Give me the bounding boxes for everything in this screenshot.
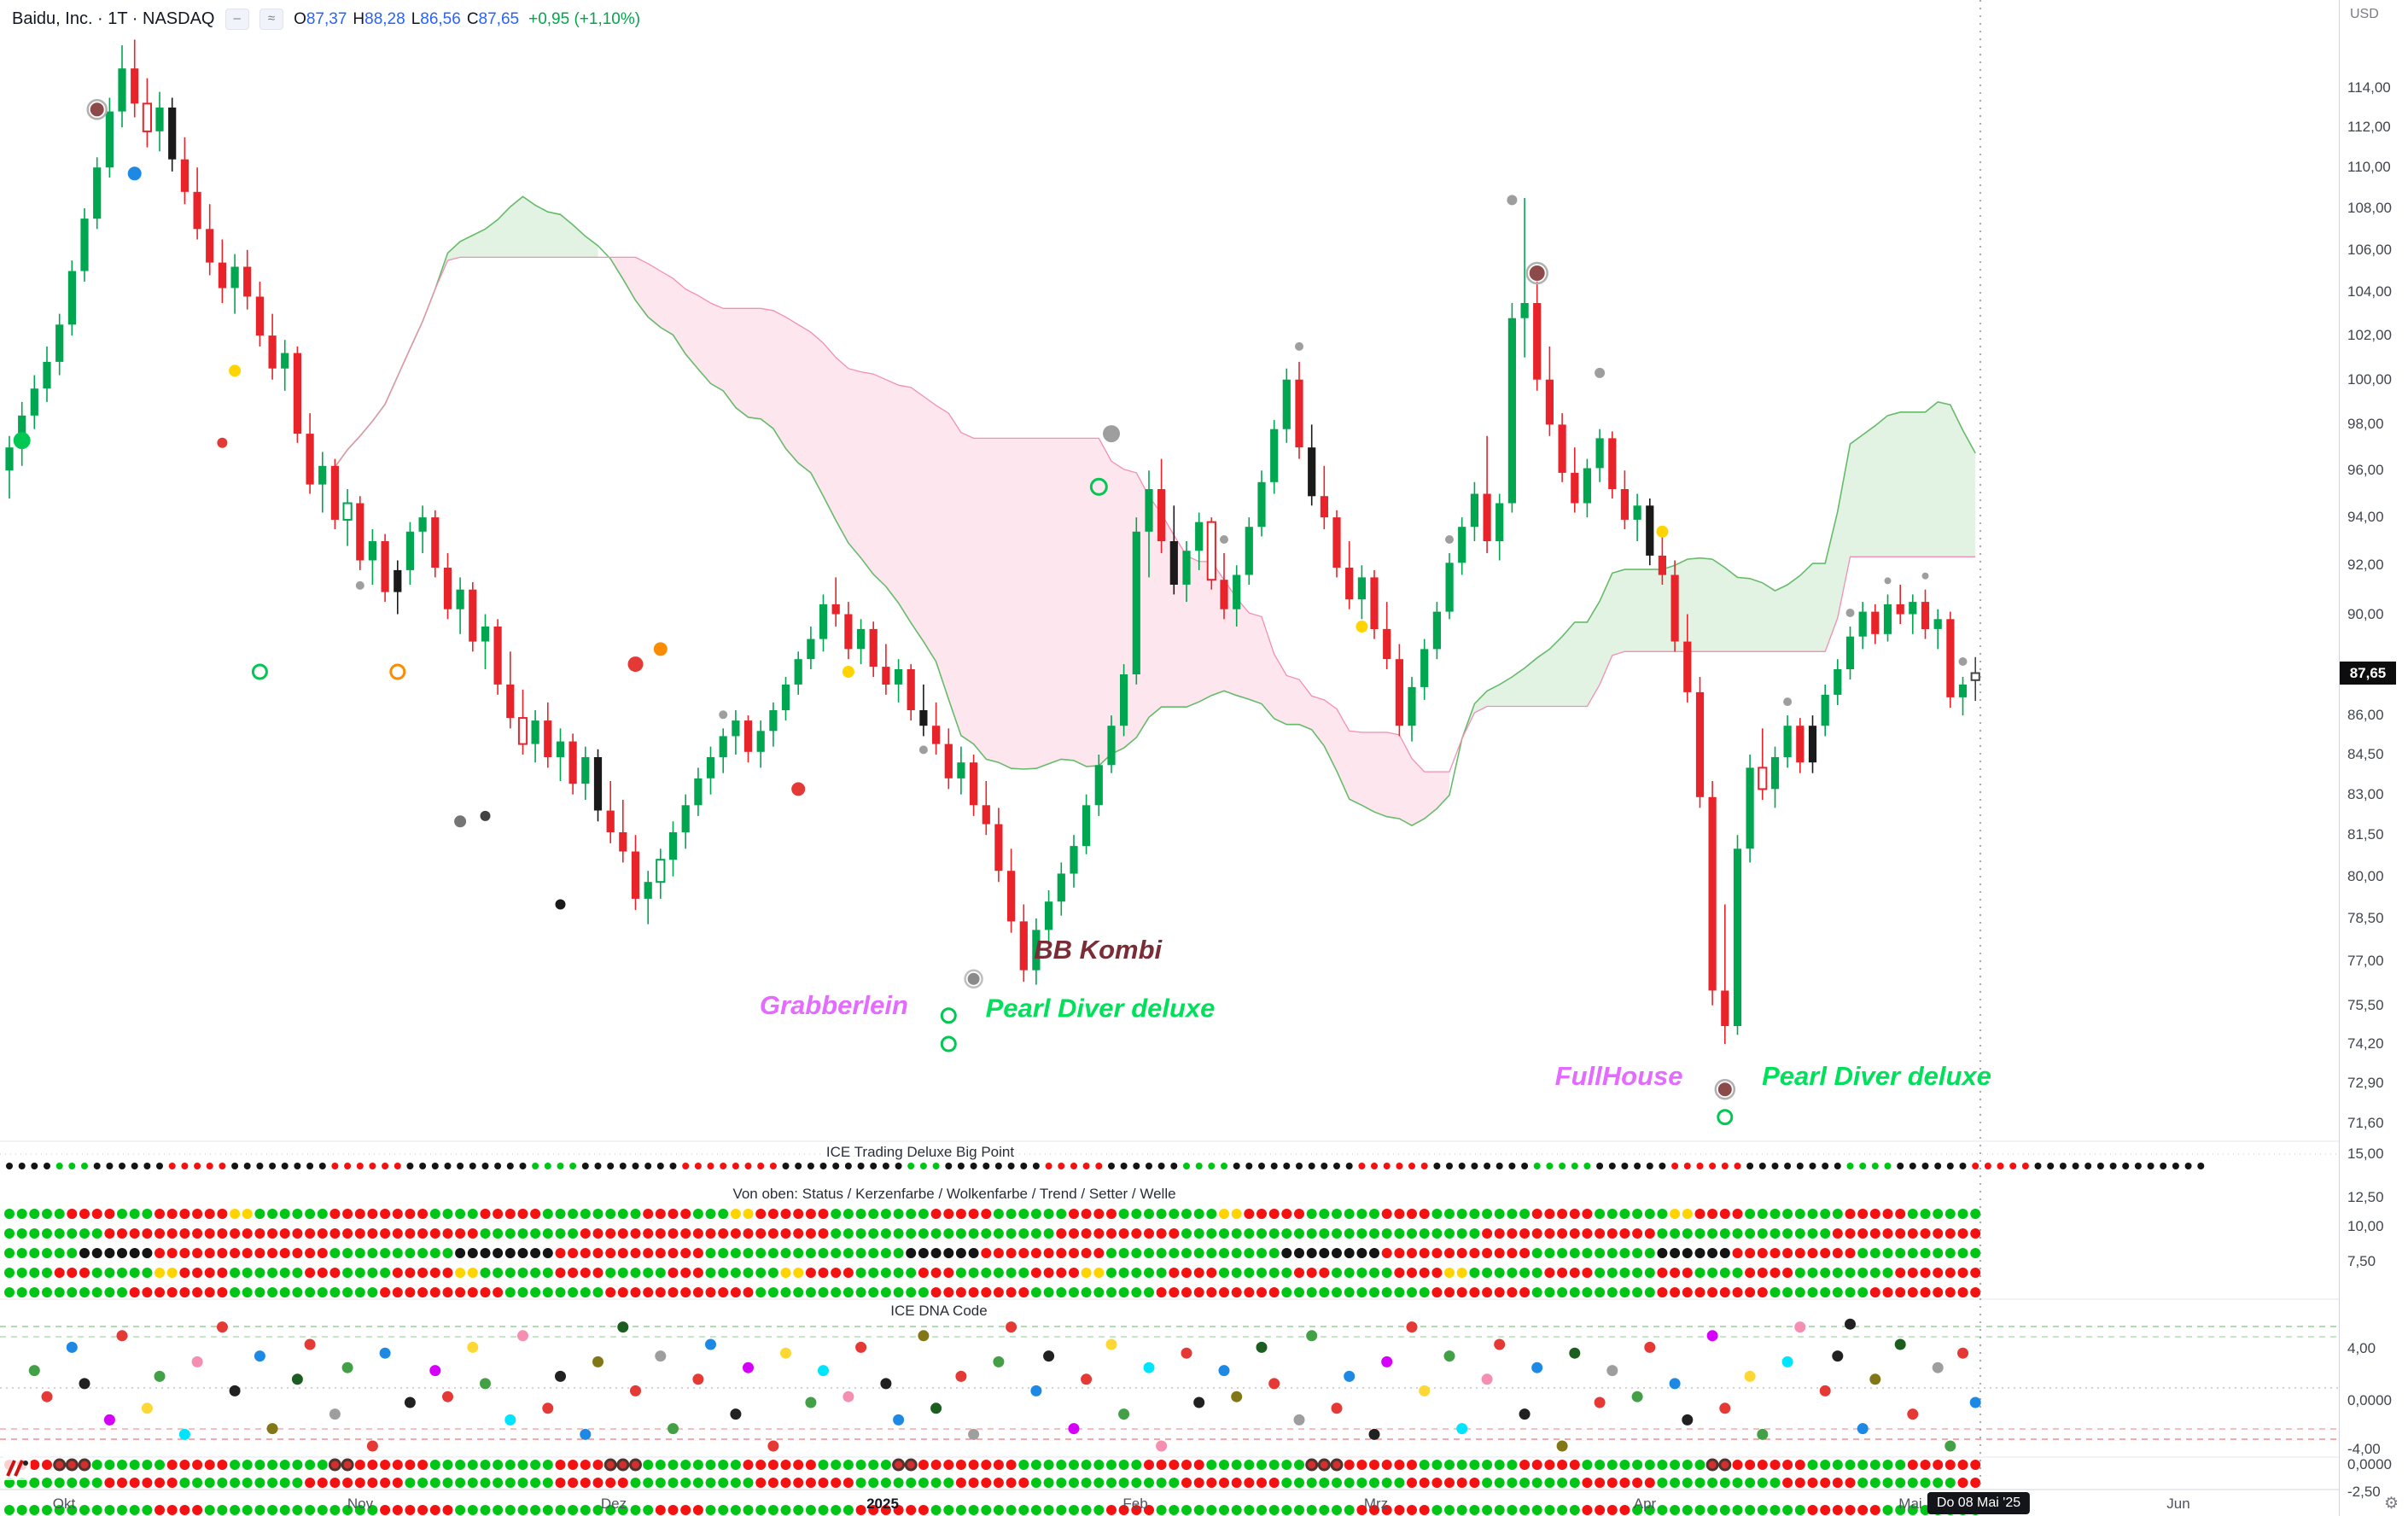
svg-text:Pearl Diver deluxe: Pearl Diver deluxe: [1762, 1061, 1991, 1091]
price-label: 98,00: [2347, 416, 2384, 432]
price-label: 72,90: [2347, 1075, 2384, 1091]
big-point-dots-layer: [4, 1163, 2205, 1297]
price-label: 90,00: [2347, 606, 2384, 622]
price-label: 110,00: [2347, 159, 2391, 175]
high-label: H: [353, 9, 365, 28]
month-label-2025[interactable]: 2025: [866, 1496, 899, 1512]
indicator-logo-icon: [3, 1456, 31, 1480]
panel-price-label: 7,50: [2347, 1253, 2376, 1269]
panel-price-label: 0,0000: [2347, 1392, 2392, 1408]
panel-price-label: 10,00: [2347, 1218, 2384, 1234]
price-label: 100,00: [2347, 371, 2392, 388]
month-label-mai[interactable]: Mai: [1898, 1496, 1922, 1512]
candles-layer: [5, 39, 1980, 1044]
price-label: 106,00: [2347, 242, 2392, 258]
close-label: C: [466, 9, 479, 28]
svg-text:FullHouse: FullHouse: [1555, 1061, 1683, 1091]
legend-wave-button[interactable]: ≈: [259, 9, 284, 30]
panel-title-dna: ICE DNA Code: [885, 1303, 993, 1320]
price-label: 71,60: [2347, 1115, 2384, 1131]
panel-subtitle-big-point: Von oben: Status / Kerzenfarbe / Wolkenf…: [727, 1186, 1181, 1203]
price-label: 94,00: [2347, 509, 2384, 525]
price-label: 92,00: [2347, 557, 2384, 573]
close-value: 87,65: [478, 9, 520, 28]
price-label: 86,00: [2347, 707, 2384, 723]
high-value: 88,28: [364, 9, 405, 28]
svg-text:Pearl Diver deluxe: Pearl Diver deluxe: [986, 994, 1216, 1023]
month-label-feb[interactable]: Feb: [1122, 1496, 1148, 1512]
date-badge: Do 08 Mai '25: [1927, 1492, 2031, 1514]
month-label-okt[interactable]: Okt: [52, 1496, 76, 1512]
month-label-dez[interactable]: Dez: [600, 1496, 627, 1512]
legend-minimize-button[interactable]: –: [224, 9, 249, 30]
cloud-layer: [334, 195, 1976, 827]
panel-price-label: -4,00: [2347, 1441, 2381, 1457]
price-label: 102,00: [2347, 327, 2392, 343]
settings-gear-icon[interactable]: ⚙: [2384, 1495, 2399, 1513]
price-label: 74,20: [2347, 1035, 2384, 1052]
symbol-title: Baid­u, Inc. · 1T · NASDAQ: [12, 9, 215, 28]
svg-text:BB Kombi: BB Kombi: [1034, 935, 1163, 965]
low-value: 86,56: [420, 9, 461, 28]
price-label: 80,00: [2347, 868, 2384, 884]
month-label-nov[interactable]: Nov: [347, 1496, 374, 1512]
month-label-apr[interactable]: Apr: [1633, 1496, 1657, 1512]
panel-title-big-point: ICE Trading Deluxe Big Point: [820, 1144, 1020, 1161]
price-label: 78,50: [2347, 910, 2384, 926]
month-label-mrz[interactable]: Mrz: [1363, 1496, 1389, 1512]
price-label: 96,00: [2347, 462, 2384, 478]
last-price-badge: 87,65: [2340, 662, 2396, 685]
price-label: 75,50: [2347, 997, 2384, 1013]
open-value: 87,37: [306, 9, 347, 28]
panel-price-label: -2,50: [2347, 1484, 2381, 1500]
panel-price-label: 4,00: [2347, 1340, 2376, 1356]
low-label: L: [411, 9, 421, 28]
signal-markers-layer: [13, 99, 1968, 1126]
price-label: 83,00: [2347, 786, 2384, 802]
symbol-legend: Baid­u, Inc. · 1T · NASDAQ – ≈ O87,37 H8…: [12, 9, 640, 30]
price-label: 114,00: [2347, 79, 2391, 96]
ohlc-values: O87,37 H88,28 L86,56 C87,65 +0,95 (+1,10…: [294, 10, 640, 29]
panel-price-label: 12,50: [2347, 1189, 2384, 1205]
dna-dots-layer: [28, 1318, 1981, 1452]
panel-price-label: 15,00: [2347, 1146, 2384, 1162]
panel-price-label: 0,0000: [2347, 1456, 2392, 1472]
month-label-jun[interactable]: Jun: [2166, 1496, 2190, 1512]
price-label: 77,00: [2347, 953, 2384, 969]
price-label: 81,50: [2347, 826, 2384, 843]
price-label: 112,00: [2347, 119, 2391, 135]
bottom-dots-clipped-layer: [4, 1505, 1981, 1515]
pane-separators: [0, 1140, 2339, 1458]
bottom-dots-layer: [4, 1458, 1981, 1488]
currency-label[interactable]: USD: [2350, 7, 2379, 21]
price-label: 84,50: [2347, 746, 2384, 762]
price-label: 108,00: [2347, 200, 2392, 216]
price-scale[interactable]: USD 114,00 112,00 110,00 108,00 106,00 104,00…: [2339, 0, 2408, 1516]
price-label: 104,00: [2347, 283, 2392, 300]
change-value: +0,95 (+1,10%): [528, 9, 641, 28]
annotations-layer: BB Kombi Grabberlein Pearl Diver deluxe Ful…: [760, 935, 1991, 1091]
svg-text:Grabberlein: Grabberlein: [760, 990, 908, 1020]
open-label: O: [294, 9, 306, 28]
time-axis[interactable]: Okt Nov Dez 2025 Feb Mrz Apr Mai Jun: [0, 1490, 2339, 1516]
